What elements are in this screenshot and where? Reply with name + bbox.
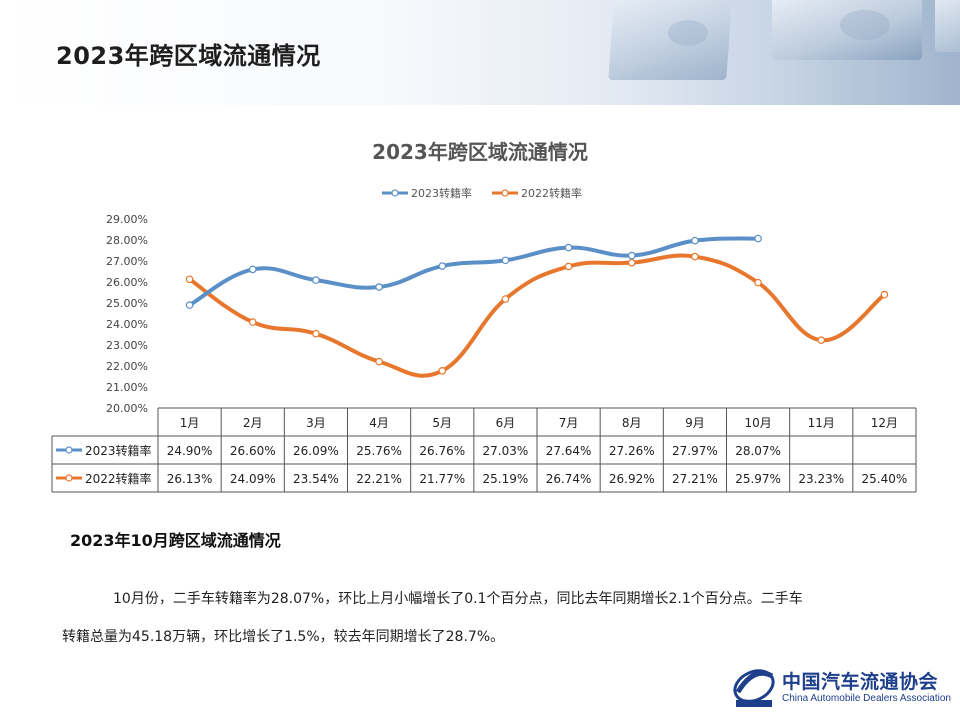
- table-cell-value: 26.09%: [293, 444, 339, 458]
- table-cell-value: 27.26%: [609, 444, 655, 458]
- y-tick-label: 26.00%: [106, 276, 148, 289]
- table-cell-value: 23.54%: [293, 472, 339, 486]
- table-cell-value: 28.07%: [735, 444, 781, 458]
- logo-name-en: China Automobile Dealers Association: [782, 693, 951, 704]
- decorative-map: [668, 20, 708, 46]
- table-series-name-2: 2022转籍率: [85, 471, 152, 486]
- data-point-1: [438, 262, 447, 270]
- data-point-1: [627, 251, 636, 260]
- table-cell-value: 26.74%: [546, 472, 592, 486]
- x-category-label: 9月: [685, 416, 705, 430]
- table-cell-value: 21.77%: [419, 472, 465, 486]
- data-point-1: [564, 243, 573, 252]
- table-cell-value: 27.64%: [546, 444, 592, 458]
- data-point-2: [564, 262, 573, 271]
- table-cell-value: 25.19%: [483, 472, 529, 486]
- table-cell-value: 26.92%: [609, 472, 655, 486]
- x-category-label: 6月: [496, 416, 516, 430]
- header-banner: [0, 0, 960, 105]
- x-category-label: 1月: [180, 416, 200, 430]
- data-point-1: [185, 301, 194, 309]
- x-category-label: 7月: [559, 416, 579, 430]
- cada-logo-icon: [733, 669, 775, 707]
- association-logo: 中国汽车流通协会 China Automobile Dealers Associ…: [730, 662, 951, 712]
- y-tick-label: 20.00%: [106, 402, 148, 415]
- y-tick-label: 21.00%: [106, 381, 148, 394]
- data-point-2: [185, 275, 194, 284]
- decorative-cube: [772, 0, 922, 60]
- table-cell-value: 26.13%: [167, 472, 213, 486]
- data-point-2: [312, 329, 320, 338]
- y-tick-label: 25.00%: [106, 297, 148, 310]
- x-category-label: 2月: [243, 416, 263, 430]
- chart-title: 2023年跨区域流通情况: [372, 140, 588, 164]
- data-point-2: [880, 290, 889, 299]
- table-cell-value: 25.76%: [356, 444, 402, 458]
- data-point-1: [754, 234, 762, 243]
- x-category-label: 12月: [871, 416, 898, 430]
- table-cell-value: 22.21%: [356, 472, 402, 486]
- table-cell-value: 24.90%: [167, 444, 213, 458]
- page-title: 2023年跨区域流通情况: [56, 42, 321, 70]
- data-point-2: [627, 258, 636, 267]
- data-point-2: [375, 357, 383, 366]
- data-point-1: [312, 276, 320, 284]
- y-tick-label: 23.00%: [106, 339, 148, 352]
- decorative-cube: [935, 0, 960, 52]
- line-chart: 2023年跨区域流通情况 2023转籍率 2022转籍率 20.00% 21.00% 22…: [51, 140, 917, 493]
- table-cell-value: 25.40%: [862, 472, 908, 486]
- legend-marker-1: [391, 189, 399, 197]
- table-cell-value: 26.60%: [230, 444, 276, 458]
- x-category-label: 4月: [369, 416, 389, 430]
- table-cell-value: 25.97%: [735, 472, 781, 486]
- data-point-2: [438, 367, 447, 375]
- decorative-map: [840, 10, 890, 40]
- y-tick-label: 24.00%: [106, 318, 148, 331]
- data-point-2: [691, 252, 699, 261]
- data-point-2: [754, 278, 762, 287]
- series-line-1: [187, 236, 761, 308]
- x-category-label: 5月: [432, 416, 452, 430]
- summary-paragraph-line-2: 转籍总量为45.18万辆，环比增长了1.5%，较去年同期增长了28.7%。: [62, 629, 505, 645]
- table-legend-marker-2: [65, 474, 73, 482]
- y-tick-label: 28.00%: [106, 234, 148, 247]
- table-cell-value: 27.03%: [483, 444, 529, 458]
- y-tick-label: 22.00%: [106, 360, 148, 373]
- legend-label-1: 2023转籍率: [411, 186, 472, 200]
- x-category-label: 10月: [744, 416, 771, 430]
- table-cell-value: 23.23%: [798, 472, 844, 486]
- table-cell-value: 26.76%: [419, 444, 465, 458]
- y-tick-label: 29.00%: [106, 213, 148, 226]
- legend-label-2: 2022转籍率: [521, 186, 582, 200]
- data-point-1: [691, 236, 699, 245]
- data-point-2: [248, 318, 257, 326]
- y-tick-label: 27.00%: [106, 255, 148, 268]
- x-category-label: 8月: [622, 416, 642, 430]
- table-series-name-1: 2023转籍率: [85, 443, 152, 458]
- summary-paragraph-line-1: 10月份，二手车转籍率为28.07%，环比上月小幅增长了0.1个百分点，同比去年…: [113, 591, 803, 607]
- data-point-2: [501, 295, 510, 303]
- logo-name-cn: 中国汽车流通协会: [782, 671, 939, 693]
- table-legend-marker-1: [65, 446, 73, 454]
- section-heading: 2023年10月跨区域流通情况: [70, 531, 281, 550]
- table-cell-value: 24.09%: [230, 472, 276, 486]
- data-point-1: [375, 283, 383, 291]
- table-cell-value: 27.21%: [672, 472, 718, 486]
- x-category-label: 11月: [808, 416, 835, 430]
- data-point-1: [501, 256, 510, 265]
- legend-marker-2: [501, 189, 509, 197]
- table-cell-value: 27.97%: [672, 444, 718, 458]
- data-point-2: [817, 336, 826, 344]
- x-category-label: 3月: [306, 416, 326, 430]
- data-point-1: [248, 265, 257, 274]
